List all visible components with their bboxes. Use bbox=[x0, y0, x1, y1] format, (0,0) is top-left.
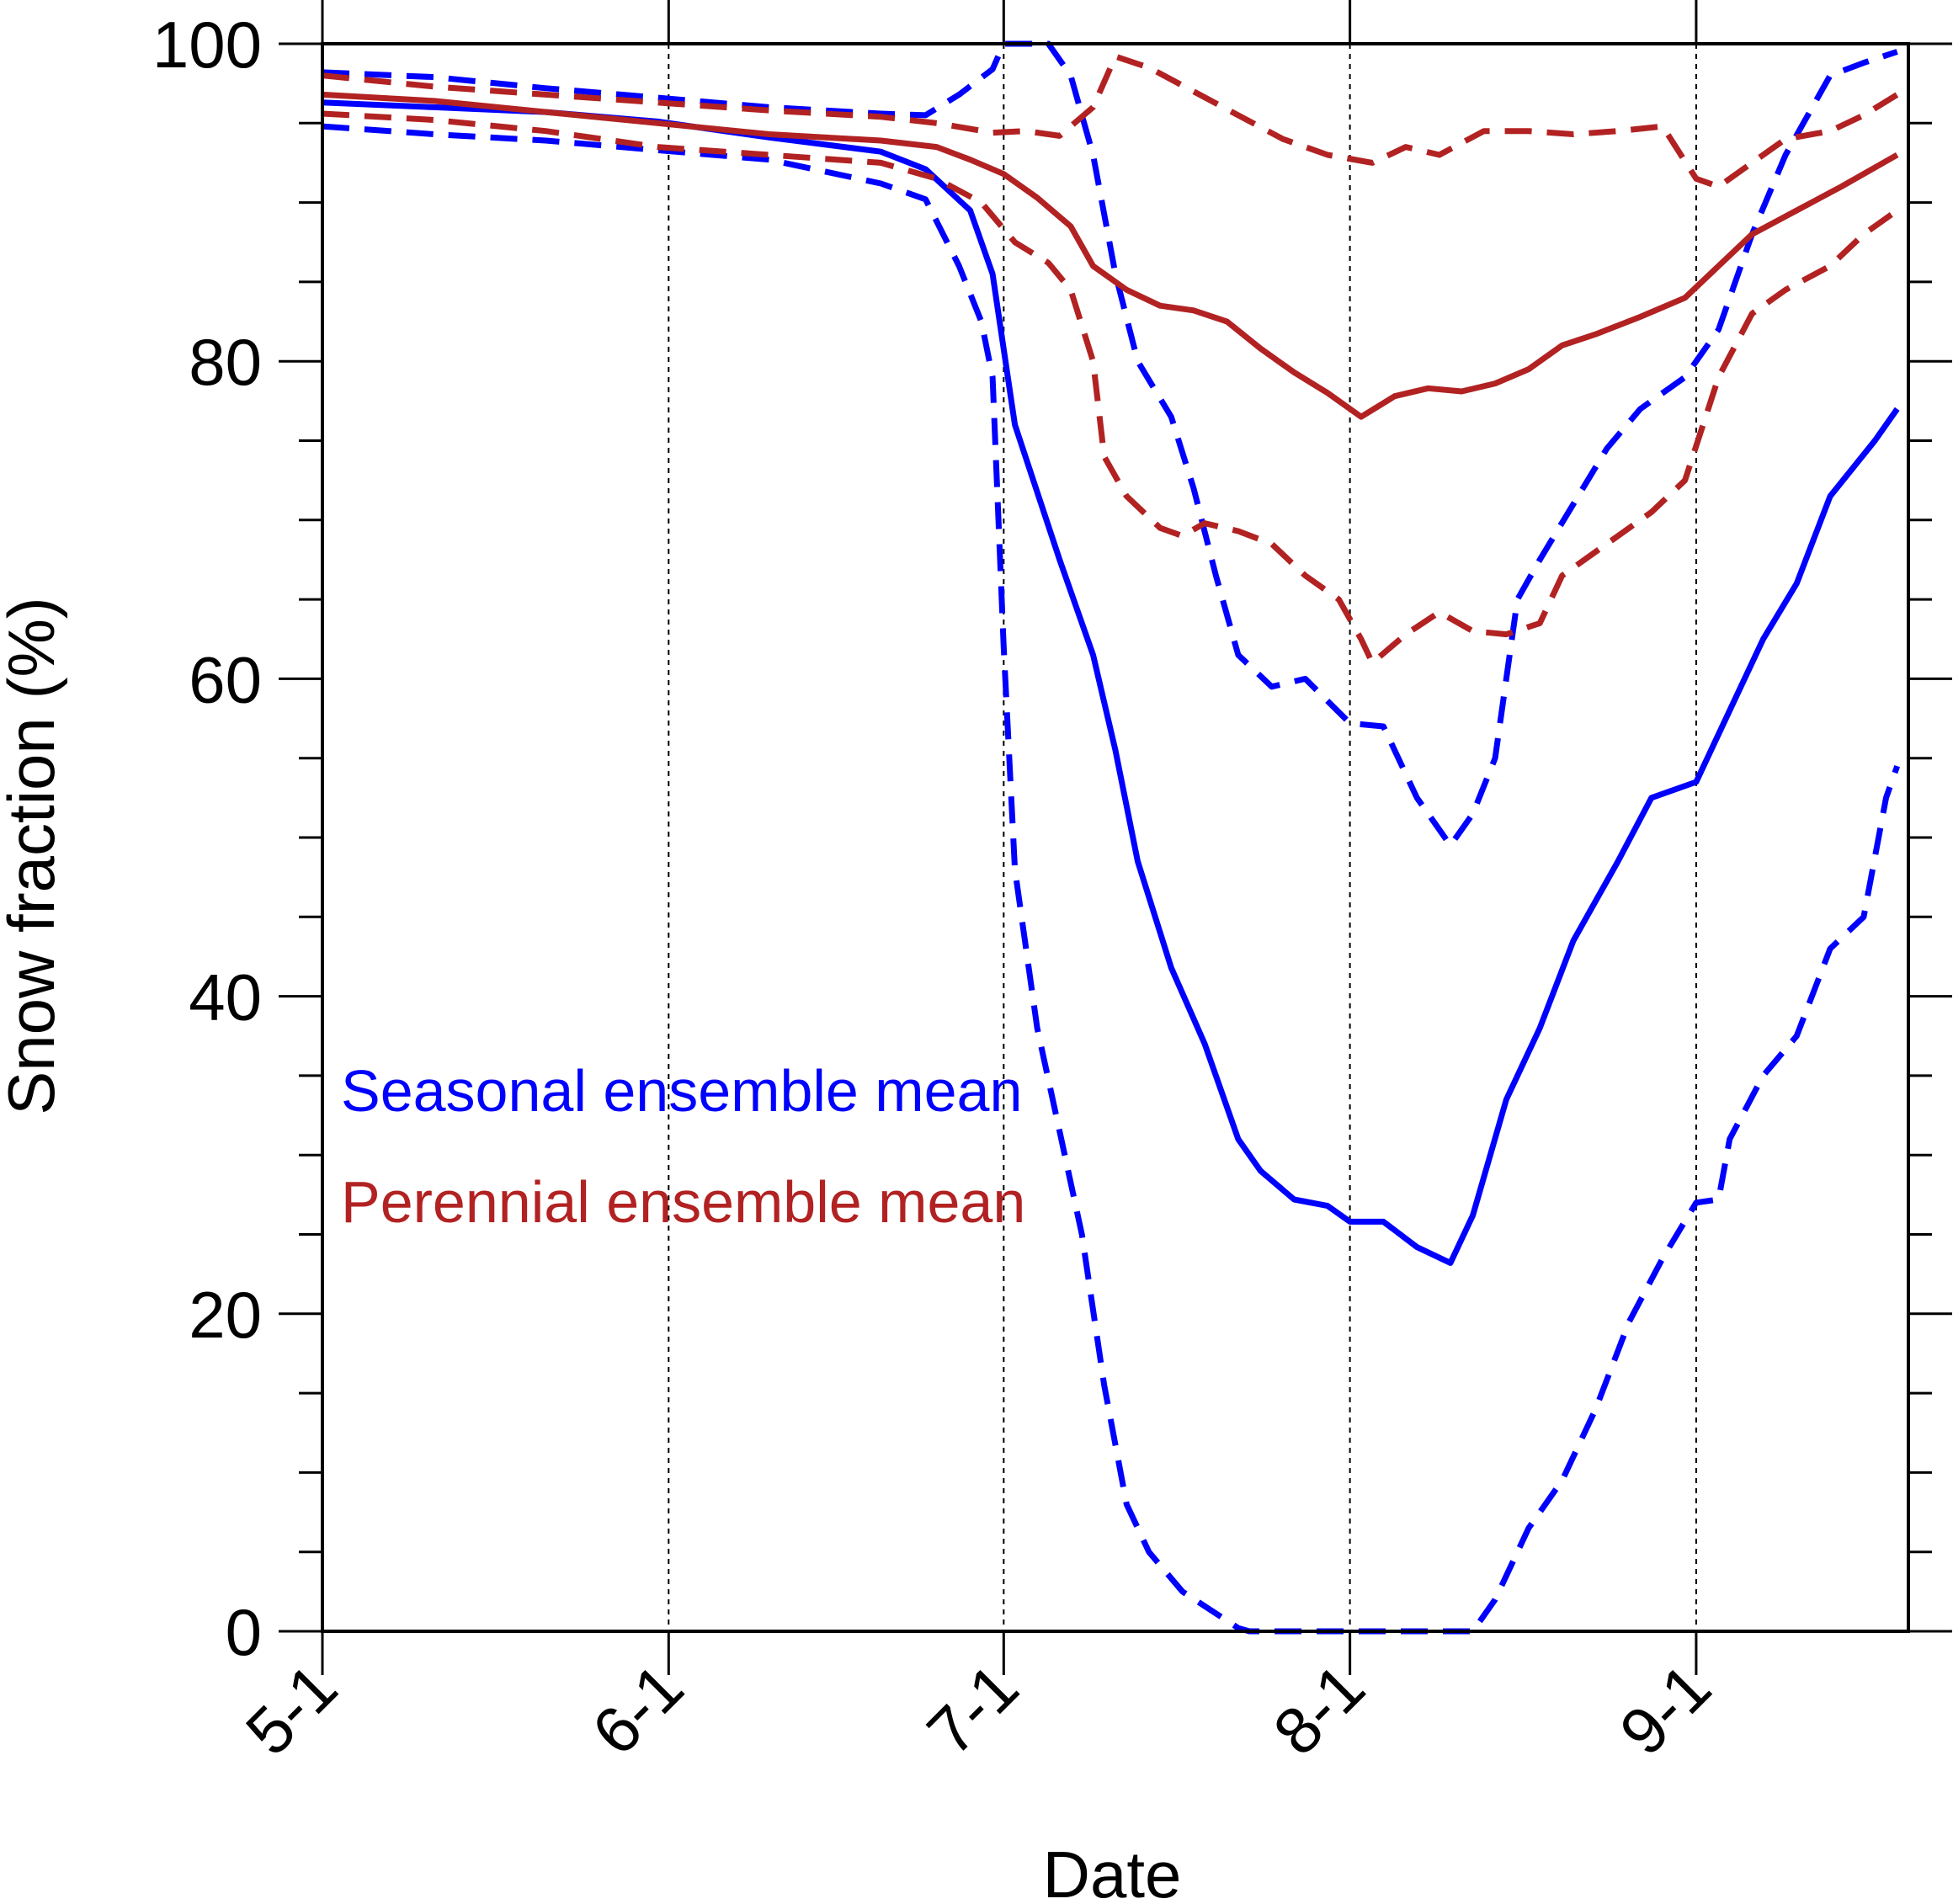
series-line-perennial-solid-3 bbox=[322, 91, 1899, 420]
x-grid-lines bbox=[668, 44, 1697, 1631]
y-tick-label: 80 bbox=[189, 325, 262, 399]
series-line-seasonal-dashed-2 bbox=[322, 123, 1901, 1635]
legend: Seasonal ensemble mean Perennial ensembl… bbox=[341, 1058, 1025, 1235]
y-tick-label: 20 bbox=[189, 1278, 262, 1352]
y-axis-title: Snow fraction (%) bbox=[0, 597, 68, 1115]
y-tick-label: 40 bbox=[189, 960, 262, 1034]
series-line-seasonal-solid-0 bbox=[322, 99, 1900, 1266]
legend-entry-seasonal: Seasonal ensemble mean bbox=[341, 1058, 1022, 1124]
y-tick-label: 100 bbox=[152, 8, 262, 82]
y-tick-label: 0 bbox=[226, 1595, 262, 1669]
legend-entry-perennial: Perennial ensemble mean bbox=[341, 1169, 1025, 1235]
y-tick-label: 60 bbox=[189, 642, 262, 716]
data-series bbox=[322, 40, 1901, 1635]
series-line-seasonal-dashed-1 bbox=[322, 40, 1898, 848]
series-line-perennial-dashed-4 bbox=[322, 53, 1899, 190]
x-tick-label: 9-1 bbox=[1605, 1650, 1725, 1769]
x-axis-title: Date bbox=[1043, 1838, 1182, 1904]
x-tick-label: 7-1 bbox=[913, 1650, 1032, 1769]
x-tick-label: 8-1 bbox=[1259, 1650, 1379, 1769]
x-tick-label: 6-1 bbox=[577, 1650, 697, 1769]
series-line-perennial-dashed-5 bbox=[322, 110, 1899, 666]
